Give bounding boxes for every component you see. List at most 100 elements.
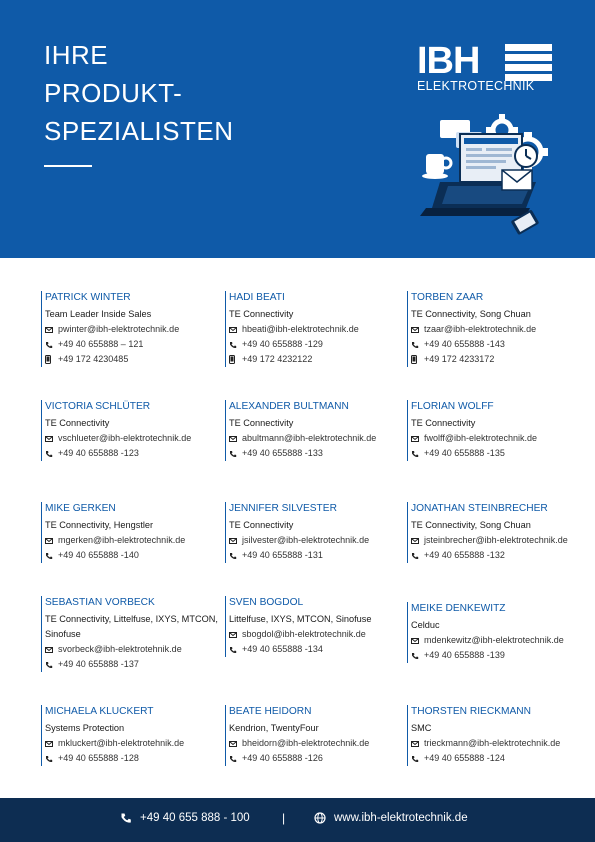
email-line[interactable]: mkluckert@ibh-elektrotehnik.de — [45, 736, 219, 751]
contact-company: TE Connectivity — [229, 520, 294, 530]
email-line[interactable]: mgerken@ibh-elektrotechnik.de — [45, 533, 219, 548]
email-line[interactable]: tzaar@ibh-elektrotechnik.de — [411, 322, 585, 337]
email-line[interactable]: fwolff@ibh-elektrotechnik.de — [411, 431, 585, 446]
footer-website-text[interactable]: www.ibh-elektrotechnik.de — [334, 812, 468, 824]
phone-icon — [45, 450, 58, 458]
contact-phone[interactable]: +49 40 655888 -124 — [424, 753, 505, 763]
contact-card: VICTORIA SCHLÜTER TE Connectivity vschlu… — [41, 400, 219, 461]
envelope-icon — [229, 537, 242, 544]
contact-mobile[interactable]: +49 172 4232122 — [242, 354, 313, 364]
contact-phone[interactable]: +49 40 655888 -139 — [424, 650, 505, 660]
phone-line[interactable]: +49 40 655888 -134 — [229, 642, 403, 657]
phone-icon — [411, 450, 424, 458]
contact-phone[interactable]: +49 40 655888 -134 — [242, 644, 323, 654]
contact-email[interactable]: bheidorn@ibh-elektrotechnik.de — [242, 738, 370, 748]
phone-line[interactable]: +49 40 655888 -140 — [45, 548, 219, 563]
contact-phone[interactable]: +49 40 655888 – 121 — [58, 339, 144, 349]
contact-phone[interactable]: +49 40 655888 -131 — [242, 550, 323, 560]
contact-email[interactable]: fwolff@ibh-elektrotechnik.de — [424, 433, 538, 443]
contact-email[interactable]: mkluckert@ibh-elektrotehnik.de — [58, 738, 185, 748]
contact-email[interactable]: pwinter@ibh-elektrotechnik.de — [58, 324, 180, 334]
envelope-icon — [229, 326, 242, 333]
mobile-line[interactable]: +49 172 4232122 — [229, 352, 403, 367]
hero-banner: IHRE PRODUKT- SPEZIALISTEN IBH ELEKTROTE… — [0, 0, 595, 258]
logo-letters: IBH — [417, 40, 480, 82]
contact-company: TE Connectivity — [229, 309, 294, 319]
contact-phone[interactable]: +49 40 655888 -126 — [242, 753, 323, 763]
title-underline — [44, 165, 92, 167]
email-line[interactable]: pwinter@ibh-elektrotechnik.de — [45, 322, 219, 337]
contact-email[interactable]: hbeati@ibh-elektrotechnik.de — [242, 324, 359, 334]
envelope-icon — [45, 646, 58, 653]
footer-website[interactable]: www.ibh-elektrotechnik.de — [314, 812, 468, 824]
mobile-line[interactable]: +49 172 4233172 — [411, 352, 585, 367]
contact-company: Celduc — [411, 620, 440, 630]
phone-line[interactable]: +49 40 655888 -143 — [411, 337, 585, 352]
contact-phone[interactable]: +49 40 655888 -123 — [58, 448, 139, 458]
phone-icon — [45, 661, 58, 669]
contact-phone[interactable]: +49 40 655888 -140 — [58, 550, 139, 560]
contact-phone[interactable]: +49 40 655888 -129 — [242, 339, 323, 349]
phone-line[interactable]: +49 40 655888 -139 — [411, 648, 585, 663]
contact-company: Kendrion, TwentyFour — [229, 723, 319, 733]
phone-line[interactable]: +49 40 655888 -126 — [229, 751, 403, 766]
contact-mobile[interactable]: +49 172 4233172 — [424, 354, 495, 364]
phone-line[interactable]: +49 40 655888 -123 — [45, 446, 219, 461]
contact-email[interactable]: abultmann@ibh-elektrotechnik.de — [242, 433, 377, 443]
contact-phone[interactable]: +49 40 655888 -137 — [58, 659, 139, 669]
envelope-icon — [229, 740, 242, 747]
email-line[interactable]: bheidorn@ibh-elektrotechnik.de — [229, 736, 403, 751]
phone-line[interactable]: +49 40 655888 -124 — [411, 751, 585, 766]
phone-line[interactable]: +49 40 655888 -132 — [411, 548, 585, 563]
contact-card: HADI BEATI TE Connectivity hbeati@ibh-el… — [225, 291, 403, 367]
contact-email[interactable]: jsteinbrecher@ibh-elektrotechnik.de — [424, 535, 568, 545]
contact-email[interactable]: vschlueter@ibh-elektrotechnik.de — [58, 433, 192, 443]
contact-phone[interactable]: +49 40 655888 -135 — [424, 448, 505, 458]
phone-line[interactable]: +49 40 655888 – 121 — [45, 337, 219, 352]
phone-line[interactable]: +49 40 655888 -137 — [45, 657, 219, 672]
contact-phone[interactable]: +49 40 655888 -133 — [242, 448, 323, 458]
email-line[interactable]: hbeati@ibh-elektrotechnik.de — [229, 322, 403, 337]
contact-phone[interactable]: +49 40 655888 -128 — [58, 753, 139, 763]
email-line[interactable]: svorbeck@ibh-elektrotehnik.de — [45, 642, 219, 657]
phone-line[interactable]: +49 40 655888 -128 — [45, 751, 219, 766]
phone-icon — [229, 552, 242, 560]
footer-separator: | — [282, 811, 286, 825]
envelope-icon — [411, 435, 424, 442]
contact-email[interactable]: trieckmann@ibh-elektrotechnik.de — [424, 738, 561, 748]
mobile-phone-icon — [229, 355, 242, 364]
phone-line[interactable]: +49 40 655888 -135 — [411, 446, 585, 461]
contact-phone[interactable]: +49 40 655888 -132 — [424, 550, 505, 560]
contact-email[interactable]: mgerken@ibh-elektrotechnik.de — [58, 535, 186, 545]
email-line[interactable]: jsilvester@ibh-elektrotechnik.de — [229, 533, 403, 548]
mobile-line[interactable]: +49 172 4230485 — [45, 352, 219, 367]
contact-mobile[interactable]: +49 172 4230485 — [58, 354, 129, 364]
contact-email[interactable]: mdenkewitz@ibh-elektrotechnik.de — [424, 635, 564, 645]
footer-bar: +49 40 655 888 - 100 | www.ibh-elektrote… — [0, 798, 595, 842]
contact-company: Team Leader Inside Sales — [45, 309, 152, 319]
contact-email[interactable]: jsilvester@ibh-elektrotechnik.de — [242, 535, 370, 545]
laptop-illustration-icon — [420, 114, 548, 235]
phone-icon — [229, 341, 242, 349]
phone-icon — [229, 450, 242, 458]
phone-line[interactable]: +49 40 655888 -131 — [229, 548, 403, 563]
contact-name: BEATE HEIDORN — [229, 706, 312, 717]
email-line[interactable]: jsteinbrecher@ibh-elektrotechnik.de — [411, 533, 585, 548]
contact-email[interactable]: sbogdol@ibh-elektrotechnik.de — [242, 629, 366, 639]
phone-icon — [120, 812, 132, 824]
phone-line[interactable]: +49 40 655888 -133 — [229, 446, 403, 461]
footer-phone[interactable]: +49 40 655 888 - 100 — [120, 812, 250, 824]
footer-phone-text[interactable]: +49 40 655 888 - 100 — [140, 812, 250, 824]
envelope-icon — [45, 537, 58, 544]
contact-email[interactable]: svorbeck@ibh-elektrotehnik.de — [58, 644, 182, 654]
contact-phone[interactable]: +49 40 655888 -143 — [424, 339, 505, 349]
email-line[interactable]: abultmann@ibh-elektrotechnik.de — [229, 431, 403, 446]
email-line[interactable]: trieckmann@ibh-elektrotechnik.de — [411, 736, 585, 751]
contact-company: Littelfuse, IXYS, MTCON, Sinofuse — [229, 614, 372, 624]
phone-line[interactable]: +49 40 655888 -129 — [229, 337, 403, 352]
email-line[interactable]: mdenkewitz@ibh-elektrotechnik.de — [411, 633, 585, 648]
email-line[interactable]: sbogdol@ibh-elektrotechnik.de — [229, 627, 403, 642]
email-line[interactable]: vschlueter@ibh-elektrotechnik.de — [45, 431, 219, 446]
contact-company: Systems Protection — [45, 723, 125, 733]
contact-email[interactable]: tzaar@ibh-elektrotechnik.de — [424, 324, 537, 334]
